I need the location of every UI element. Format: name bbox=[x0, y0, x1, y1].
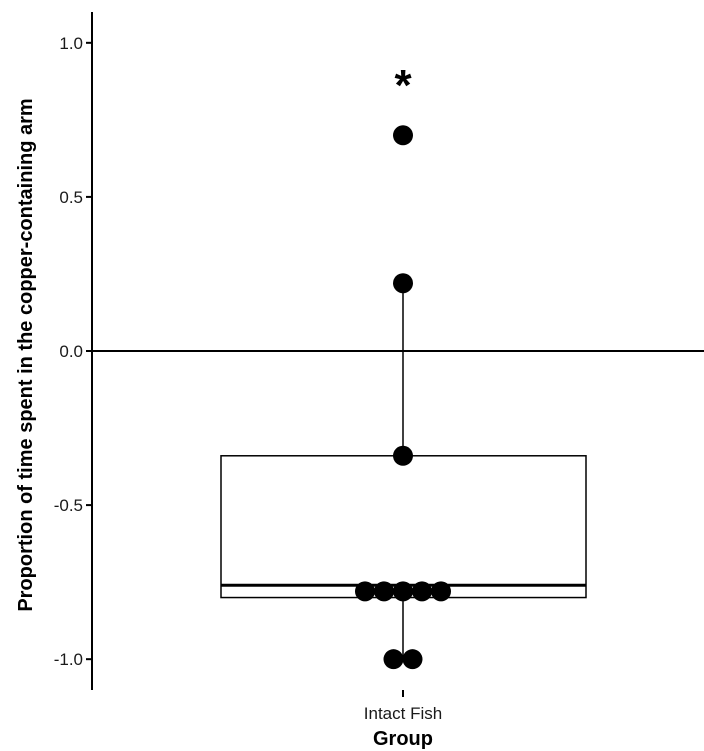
data-point bbox=[393, 581, 413, 602]
data-point bbox=[374, 581, 394, 602]
significance-marker: * bbox=[394, 61, 412, 110]
y-axis-ticks: 1.0 0.5 0.0 -0.5 -1.0 bbox=[54, 34, 92, 669]
y-tick-label: 0.0 bbox=[59, 342, 83, 361]
data-point bbox=[383, 649, 404, 670]
x-axis-title: Group bbox=[373, 728, 433, 750]
y-tick-label: 0.5 bbox=[59, 188, 83, 207]
data-point bbox=[393, 273, 413, 294]
y-tick-label: -0.5 bbox=[54, 496, 83, 515]
y-tick-label: -1.0 bbox=[54, 650, 83, 669]
data-point bbox=[393, 125, 413, 146]
data-point bbox=[355, 581, 375, 602]
category-label: Intact Fish bbox=[364, 704, 442, 723]
data-point bbox=[431, 581, 451, 602]
plot-area bbox=[220, 125, 587, 670]
data-point bbox=[412, 581, 432, 602]
box-body bbox=[220, 455, 587, 599]
data-point bbox=[393, 445, 413, 466]
y-tick-label: 1.0 bbox=[59, 34, 83, 53]
y-axis-title: Proportion of time spent in the copper-c… bbox=[15, 98, 37, 611]
data-point bbox=[402, 649, 423, 670]
